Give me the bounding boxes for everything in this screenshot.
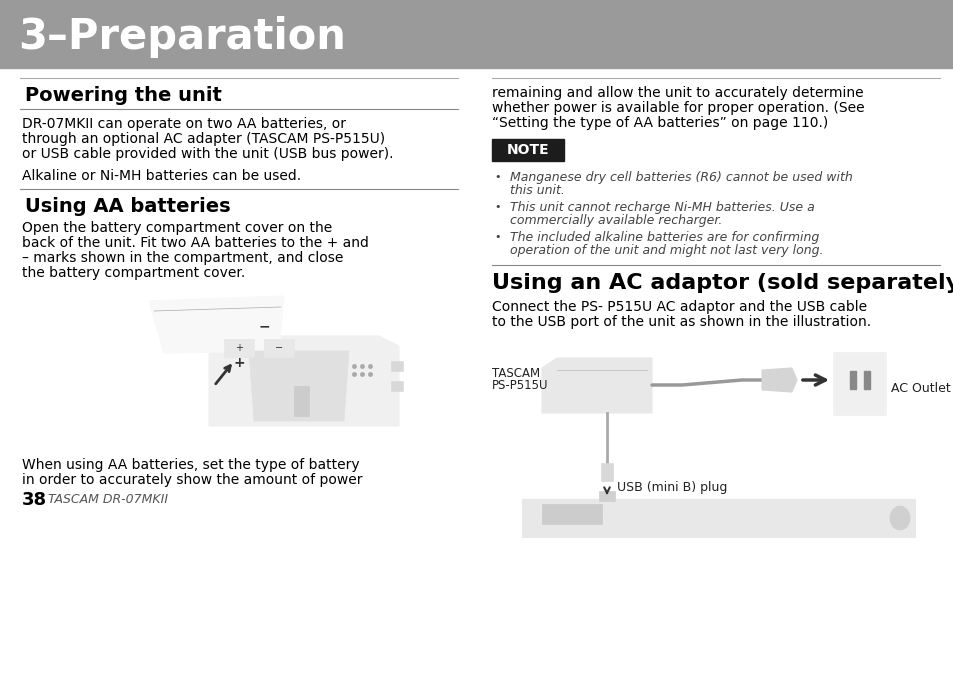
Text: whether power is available for proper operation. (See: whether power is available for proper op… — [492, 101, 863, 115]
Bar — [600, 463, 613, 481]
Text: back of the unit. Fit two AA batteries to the + and: back of the unit. Fit two AA batteries t… — [22, 236, 369, 250]
Text: −: − — [258, 319, 270, 333]
Text: the battery compartment cover.: the battery compartment cover. — [22, 266, 245, 280]
Ellipse shape — [889, 506, 909, 530]
Text: PS-P515U: PS-P515U — [492, 379, 548, 392]
Text: AC Outlet: AC Outlet — [890, 383, 950, 396]
Bar — [833, 353, 885, 415]
Text: The included alkaline batteries are for confirming: The included alkaline batteries are for … — [510, 231, 819, 244]
Bar — [849, 371, 855, 389]
Text: in order to accurately show the amount of power: in order to accurately show the amount o… — [22, 473, 362, 487]
Bar — [521, 499, 914, 537]
Polygon shape — [541, 358, 651, 413]
Text: TASCAM DR-07MKII: TASCAM DR-07MKII — [48, 493, 168, 506]
Text: to the USB port of the unit as shown in the illustration.: to the USB port of the unit as shown in … — [492, 315, 870, 329]
Polygon shape — [249, 351, 349, 421]
Bar — [541, 504, 601, 524]
Bar — [863, 371, 869, 389]
Text: or USB cable provided with the unit (USB bus power).: or USB cable provided with the unit (USB… — [22, 147, 393, 161]
Polygon shape — [209, 336, 398, 426]
Text: Powering the unit: Powering the unit — [25, 86, 222, 105]
Text: commercially available recharger.: commercially available recharger. — [510, 214, 721, 227]
Text: USB (mini B) plug: USB (mini B) plug — [617, 481, 726, 494]
Bar — [391, 361, 402, 371]
Polygon shape — [761, 368, 796, 392]
Text: TASCAM: TASCAM — [492, 367, 539, 380]
Text: “Setting the type of AA batteries” on page 110.): “Setting the type of AA batteries” on pa… — [492, 116, 827, 130]
Text: Using an AC adaptor (sold separately): Using an AC adaptor (sold separately) — [492, 273, 953, 293]
Text: 3–Preparation: 3–Preparation — [18, 16, 346, 58]
Bar — [492, 139, 563, 161]
Text: Manganese dry cell batteries (R6) cannot be used with: Manganese dry cell batteries (R6) cannot… — [510, 171, 852, 184]
Text: Connect the PS- P515U AC adaptor and the USB cable: Connect the PS- P515U AC adaptor and the… — [492, 300, 866, 314]
Bar — [0, 0, 953, 68]
Text: Using AA batteries: Using AA batteries — [25, 197, 231, 216]
Polygon shape — [149, 296, 284, 353]
Text: This unit cannot recharge Ni-MH batteries. Use a: This unit cannot recharge Ni-MH batterie… — [510, 201, 814, 214]
Text: Open the battery compartment cover on the: Open the battery compartment cover on th… — [22, 221, 332, 235]
Text: •: • — [494, 232, 500, 242]
Text: NOTE: NOTE — [506, 143, 549, 157]
Bar — [224, 339, 253, 357]
Text: −: − — [274, 343, 283, 353]
Text: •: • — [494, 202, 500, 212]
Text: operation of the unit and might not last very long.: operation of the unit and might not last… — [510, 244, 822, 257]
Text: +: + — [233, 356, 245, 370]
Text: •: • — [494, 172, 500, 182]
Bar — [391, 381, 402, 391]
Text: 38: 38 — [22, 491, 47, 509]
Bar — [294, 386, 309, 416]
Bar — [264, 339, 294, 357]
Text: – marks shown in the compartment, and close: – marks shown in the compartment, and cl… — [22, 251, 343, 265]
Text: +: + — [234, 343, 243, 353]
Text: through an optional AC adapter (TASCAM PS-P515U): through an optional AC adapter (TASCAM P… — [22, 132, 385, 146]
Text: When using AA batteries, set the type of battery: When using AA batteries, set the type of… — [22, 458, 359, 472]
Text: remaining and allow the unit to accurately determine: remaining and allow the unit to accurate… — [492, 86, 862, 100]
Text: this unit.: this unit. — [510, 184, 564, 197]
Text: DR-07MKII can operate on two AA batteries, or: DR-07MKII can operate on two AA batterie… — [22, 117, 346, 131]
Text: Alkaline or Ni-MH batteries can be used.: Alkaline or Ni-MH batteries can be used. — [22, 169, 301, 183]
Bar — [598, 491, 615, 501]
